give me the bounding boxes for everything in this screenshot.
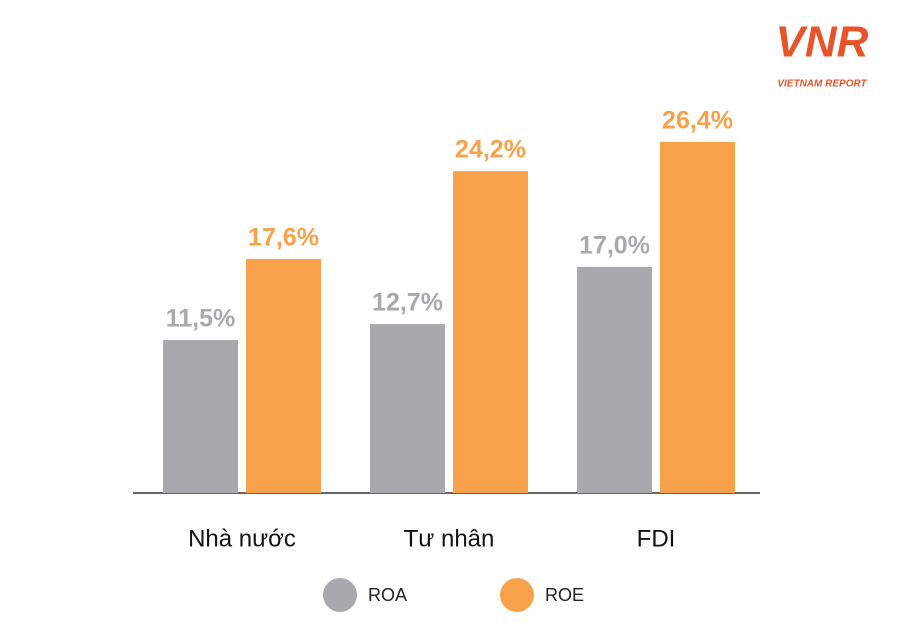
x-tick-label: Tư nhân: [404, 525, 495, 552]
legend-label: ROA: [368, 585, 407, 605]
bar: [163, 340, 238, 493]
bar: [370, 324, 445, 493]
value-label: 17,6%: [248, 224, 319, 252]
logo-mark: VNR: [776, 18, 869, 67]
value-label: 24,2%: [455, 136, 526, 164]
value-label: 17,0%: [579, 232, 650, 260]
value-label: 26,4%: [662, 106, 733, 134]
value-label: 11,5%: [166, 305, 236, 333]
legend-label: ROE: [545, 585, 584, 605]
bar: [453, 171, 528, 493]
legend-swatch: [323, 578, 357, 612]
value-label: 12,7%: [372, 289, 443, 317]
x-tick-label: Nhà nước: [188, 525, 296, 552]
bar: [660, 141, 735, 493]
logo-tagline: VIETNAM REPORT: [777, 79, 867, 90]
bar: [577, 266, 652, 493]
bar: [246, 258, 321, 493]
legend-swatch: [500, 578, 534, 612]
x-tick-label: FDI: [637, 525, 676, 552]
